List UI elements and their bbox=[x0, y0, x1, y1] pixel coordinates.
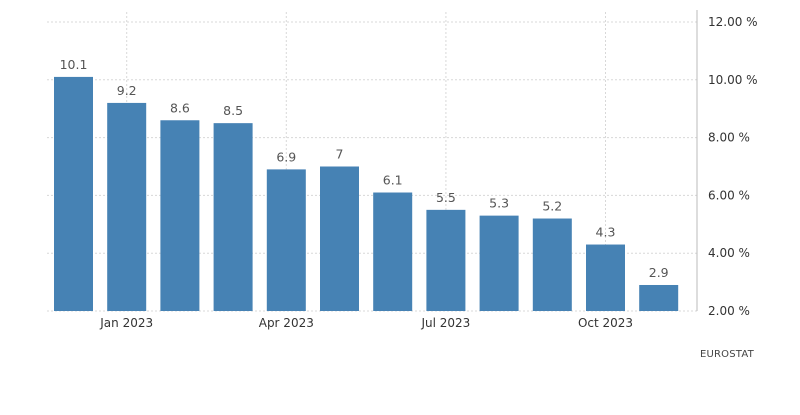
x-tick-label: Oct 2023 bbox=[578, 316, 633, 330]
x-axis: Jan 2023 Apr 2023 Jul 2023 Oct 2023 bbox=[99, 316, 633, 330]
x-tick-label: Jul 2023 bbox=[420, 316, 470, 330]
data-label: 5.2 bbox=[542, 199, 562, 214]
bar bbox=[373, 192, 413, 311]
data-label: 5.5 bbox=[436, 190, 456, 205]
bar bbox=[213, 123, 253, 312]
data-labels: 10.1 9.2 8.6 8.5 6.9 7 6.1 5.5 5.3 5.2 4.3 2.9 bbox=[60, 57, 669, 280]
data-label: 9.2 bbox=[117, 83, 137, 98]
y-axis: 2.00 % 4.00 % 6.00 % 8.00 % 10.00 % 12.00 % bbox=[708, 15, 758, 318]
data-label: 7 bbox=[336, 147, 344, 162]
data-label: 6.9 bbox=[276, 149, 296, 164]
data-label: 8.5 bbox=[223, 103, 243, 118]
x-tick-label: Apr 2023 bbox=[259, 316, 314, 330]
bar bbox=[320, 166, 359, 311]
bar bbox=[160, 120, 200, 311]
y-tick-label: 12.00 % bbox=[708, 15, 758, 29]
bar bbox=[639, 284, 679, 311]
data-label: 5.3 bbox=[489, 196, 509, 211]
data-label: 2.9 bbox=[649, 265, 669, 280]
grid bbox=[47, 10, 698, 312]
bar bbox=[54, 76, 93, 311]
bar bbox=[107, 102, 147, 311]
data-label: 6.1 bbox=[383, 173, 403, 188]
y-tick-label: 10.00 % bbox=[708, 73, 758, 87]
y-tick-label: 8.00 % bbox=[708, 131, 750, 145]
bar bbox=[532, 218, 572, 311]
data-label: 10.1 bbox=[60, 57, 88, 72]
y-tick-label: 2.00 % bbox=[708, 304, 750, 318]
bars bbox=[54, 76, 679, 312]
source-label: EUROSTAT bbox=[700, 349, 754, 360]
y-tick-label: 6.00 % bbox=[708, 188, 750, 202]
bar bbox=[266, 169, 306, 311]
data-label: 4.3 bbox=[596, 225, 616, 240]
bar bbox=[426, 209, 466, 311]
x-tick-label: Jan 2023 bbox=[99, 316, 153, 330]
data-label: 8.6 bbox=[170, 100, 190, 115]
bar bbox=[479, 215, 519, 311]
y-tick-label: 4.00 % bbox=[708, 246, 750, 260]
bar bbox=[586, 244, 625, 311]
